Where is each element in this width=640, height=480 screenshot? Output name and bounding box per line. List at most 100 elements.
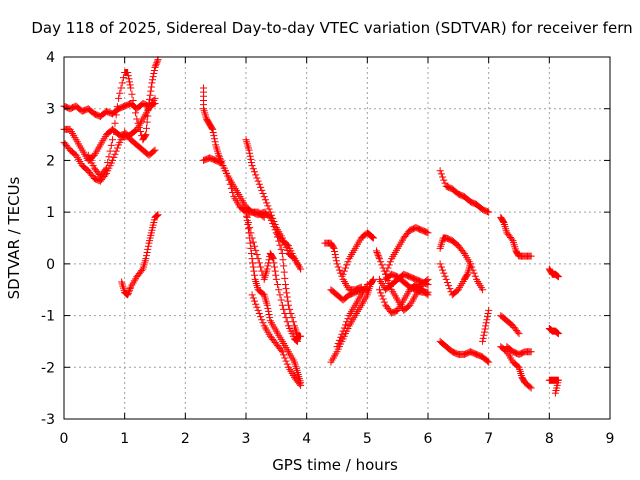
data-point: [133, 115, 141, 123]
data-point: [126, 81, 134, 89]
data-point: [245, 146, 253, 154]
data-point: [483, 208, 491, 216]
data-point: [150, 66, 158, 74]
data-point: [280, 262, 288, 270]
y-tick-label: 3: [46, 102, 55, 118]
series-arc-25: [436, 260, 474, 299]
data-point: [263, 199, 271, 207]
data-point: [112, 147, 120, 155]
data-point: [514, 362, 522, 370]
series-arc-34: [545, 376, 562, 397]
data-point: [424, 229, 432, 237]
data-point: [289, 318, 297, 326]
data-point: [153, 57, 161, 65]
data-point: [276, 241, 284, 249]
data-point: [282, 285, 290, 293]
data-point: [152, 62, 160, 70]
data-point: [480, 328, 488, 336]
data-point: [248, 255, 256, 263]
data-point: [269, 255, 277, 263]
data-point: [149, 76, 157, 84]
y-tick-label: 4: [46, 50, 55, 66]
x-tick-label: 8: [545, 431, 554, 447]
data-point: [369, 234, 377, 242]
data-point: [266, 208, 274, 216]
data-point: [275, 286, 283, 294]
data-point: [243, 212, 251, 220]
data-point: [252, 171, 260, 179]
data-point: [479, 286, 487, 294]
data-point: [278, 348, 286, 356]
data-point: [126, 286, 134, 294]
data-point: [280, 351, 288, 359]
data-point: [259, 290, 267, 298]
data-point: [145, 100, 153, 108]
data-point: [125, 75, 133, 83]
data-point: [339, 327, 347, 335]
data-point: [113, 144, 121, 152]
series-arc-28: [497, 213, 535, 260]
data-point: [384, 264, 392, 272]
data-point: [143, 124, 151, 132]
data-point: [135, 123, 143, 131]
data-point: [553, 329, 561, 337]
data-point: [244, 225, 252, 233]
data-point: [337, 333, 345, 341]
data-point: [229, 188, 237, 196]
data-point: [141, 132, 149, 140]
data-point: [115, 94, 123, 102]
data-point: [441, 272, 449, 280]
series-arc-9: [242, 208, 305, 387]
data-point: [264, 262, 272, 270]
data-point: [153, 212, 161, 220]
data-point: [248, 234, 256, 242]
data-point: [383, 267, 391, 275]
data-point: [283, 246, 291, 254]
data-point: [277, 296, 285, 304]
data-point: [344, 258, 352, 266]
data-point: [210, 132, 218, 140]
data-point: [479, 334, 487, 342]
data-point: [333, 260, 341, 268]
data-point: [263, 265, 271, 273]
data-point: [481, 325, 489, 333]
data-point: [281, 281, 289, 289]
data-point: [144, 106, 152, 114]
data-point: [225, 176, 233, 184]
data-point: [252, 300, 260, 308]
series-arc-24: [436, 234, 487, 294]
series-arc-11: [272, 229, 305, 340]
series-arc-12: [248, 291, 305, 389]
data-point: [224, 172, 232, 180]
data-point: [280, 268, 288, 276]
data-point: [147, 87, 155, 95]
data-points: [60, 56, 562, 397]
data-point: [152, 212, 160, 220]
data-point: [280, 305, 288, 313]
data-point: [363, 281, 371, 289]
data-point: [283, 360, 291, 368]
data-point: [375, 286, 383, 294]
data-point: [343, 318, 351, 326]
data-point: [124, 291, 132, 299]
data-point: [211, 138, 219, 146]
series-arc-27: [479, 306, 493, 345]
data-point: [334, 339, 342, 347]
data-point: [441, 179, 449, 187]
data-point: [485, 358, 493, 366]
data-point: [386, 258, 394, 266]
data-point: [209, 129, 217, 137]
data-point: [385, 261, 393, 269]
data-point: [113, 103, 121, 111]
data-point: [125, 288, 133, 296]
data-point: [253, 174, 261, 182]
series-arc-32: [545, 265, 562, 281]
data-point: [210, 135, 218, 143]
data-point: [247, 244, 255, 252]
series-arc-8: [242, 136, 305, 273]
data-point: [297, 332, 305, 340]
data-point: [278, 234, 286, 242]
data-point: [129, 96, 137, 104]
data-point: [332, 257, 340, 265]
data-point: [255, 180, 263, 188]
